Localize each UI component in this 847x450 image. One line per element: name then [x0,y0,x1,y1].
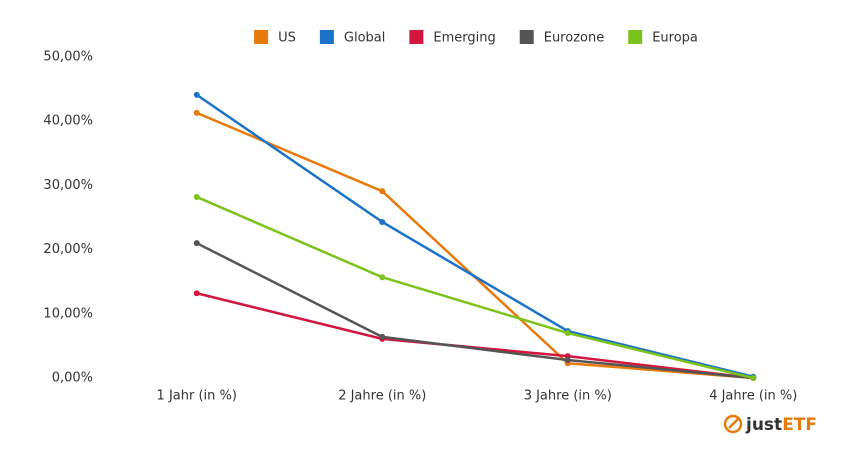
legend-label: Europa [652,31,698,46]
y-tick-label: 20,00% [43,242,93,257]
series-line [196,93,754,378]
legend-label: Eurozone [544,31,604,46]
data-point [193,91,200,98]
data-point [193,109,200,116]
data-point [379,333,386,340]
series-line [196,242,754,380]
logo-icon-arrow [728,418,739,429]
data-point [564,330,571,337]
legend-swatch [254,30,269,44]
logo-etf: ETF [782,415,817,435]
y-tick-label: 50,00% [43,50,93,65]
x-tick-label: 2 Jahre (in %) [338,389,426,404]
data-point [379,274,386,281]
legend-swatch [409,30,424,44]
logo-just: just [745,415,782,435]
logo-icon [723,414,743,434]
data-point [564,357,571,364]
x-tick-label: 1 Jahr (in %) [157,389,237,404]
y-tick-label: 30,00% [43,178,93,193]
legend-swatch [519,30,534,44]
data-point [379,188,386,195]
x-tick-label: 4 Jahre (in %) [709,389,797,404]
legend-swatch [319,30,334,44]
y-tick-label: 0,00% [52,371,93,386]
x-tick-label: 3 Jahre (in %) [524,389,612,404]
data-point [750,375,757,381]
legend-label: Emerging [433,31,495,46]
legend-swatch [628,30,643,44]
data-point [193,290,200,297]
legend-label: Global [344,31,385,46]
data-point [193,193,200,200]
data-point [379,218,386,225]
legend: US Global Emerging Eurozone Europa [254,30,698,46]
logo: justETF [723,414,817,435]
data-point [193,240,200,247]
y-tick-label: 40,00% [43,114,93,129]
legend-label: US [278,31,296,46]
series-line [196,195,754,380]
y-tick-label: 10,00% [43,306,93,321]
logo-text: justETF [745,415,817,435]
